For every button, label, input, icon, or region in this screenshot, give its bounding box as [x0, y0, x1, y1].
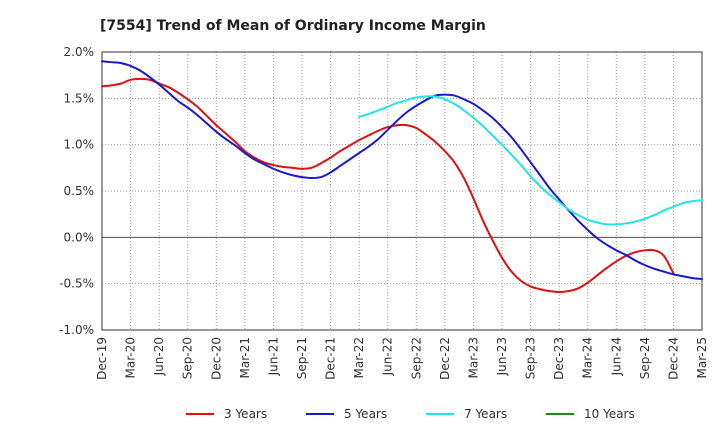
legend-label: 5 Years: [344, 407, 387, 421]
y-tick-label: 1.5%: [64, 91, 95, 105]
plot-border: [101, 51, 703, 331]
x-tick-label: Dec-23: [552, 337, 566, 380]
x-tick-label: Sep-21: [295, 337, 309, 379]
x-tick-label: Jun-22: [381, 337, 395, 376]
x-tick-label: Mar-23: [466, 337, 480, 378]
plot-area: 2.0% 1.5% 1.0% 0.5% 0.0% -0.5% -1.0%Dec-19 Mar-…: [59, 45, 709, 380]
x-tick-label: Jun-21: [266, 337, 280, 376]
y-tick-label: -1.0%: [59, 323, 94, 337]
x-tick-label: Mar-24: [581, 337, 595, 378]
x-tick-label: Dec-24: [666, 337, 680, 380]
y-tick-label: 1.0%: [64, 138, 95, 152]
x-tick-label: Dec-21: [324, 337, 338, 380]
y-tick-label: 0.0%: [64, 230, 95, 244]
x-tick-label: Sep-22: [409, 337, 423, 379]
x-tick-label: Dec-20: [209, 337, 223, 380]
x-tick-label: Mar-25: [695, 337, 709, 378]
chart-title: [7554] Trend of Mean of Ordinary Income …: [100, 18, 486, 34]
series-line-5-years: [101, 60, 703, 281]
y-tick-label: 0.5%: [64, 184, 95, 198]
y-tick-label: -0.5%: [59, 277, 94, 291]
x-tick-label: Sep-20: [181, 337, 195, 379]
x-tick-label: Jun-20: [152, 337, 166, 376]
series-line-3-years: [101, 77, 675, 294]
x-tick-label: Mar-20: [124, 337, 138, 378]
x-tick-label: Mar-21: [238, 337, 252, 378]
legend: 3 Years 5 Years 7 Years 10 Years: [186, 407, 635, 421]
y-tick-label: 2.0%: [64, 45, 95, 59]
series-line-7-years: [358, 95, 703, 226]
x-tick-label: Jun-23: [495, 337, 509, 376]
legend-label: 10 Years: [584, 407, 635, 421]
x-tick-label: Dec-22: [438, 337, 452, 380]
x-tick-label: Jun-24: [609, 337, 623, 376]
x-tick-label: Sep-23: [524, 337, 538, 379]
x-tick-label: Mar-22: [352, 337, 366, 378]
legend-label: 7 Years: [464, 407, 507, 421]
legend-label: 3 Years: [224, 407, 267, 421]
x-tick-label: Sep-24: [638, 337, 652, 379]
x-tick-label: Dec-19: [95, 337, 109, 380]
